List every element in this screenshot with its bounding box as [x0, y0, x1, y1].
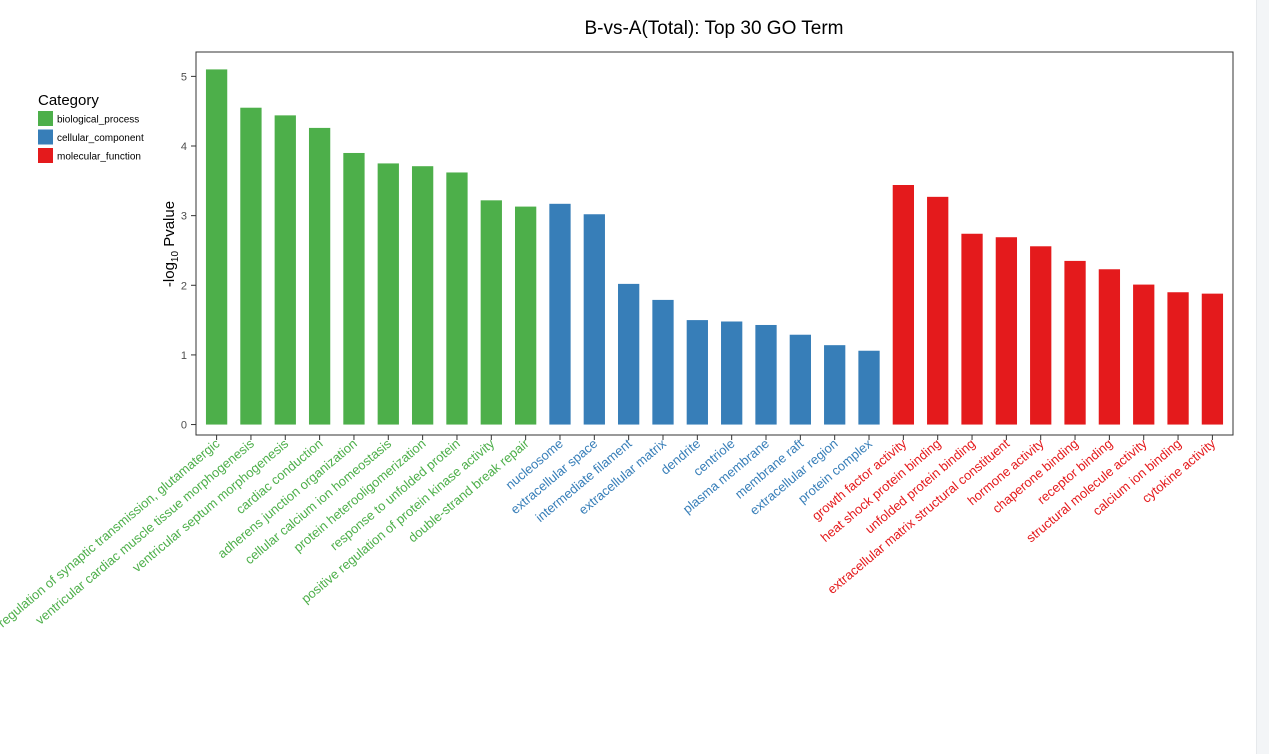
- legend-swatch: [38, 111, 53, 126]
- bar: [446, 172, 468, 425]
- y-axis: 0 1 2 3 4 5: [181, 71, 196, 432]
- y-tick-label: 4: [181, 141, 187, 153]
- bar: [1064, 260, 1086, 425]
- y-axis-title: -log10 Pvalue: [161, 201, 181, 287]
- bar: [824, 345, 846, 425]
- bar: [583, 214, 605, 425]
- bar: [549, 203, 571, 425]
- legend-label: cellular_component: [57, 133, 144, 144]
- vertical-scrollbar[interactable]: [1256, 0, 1269, 754]
- bar: [1098, 269, 1121, 425]
- bar: [892, 185, 915, 425]
- bar: [411, 166, 434, 425]
- chart-title: B-vs-A(Total): Top 30 GO Term: [584, 18, 843, 39]
- bar: [274, 115, 296, 425]
- y-tick-label: 1: [181, 350, 187, 362]
- legend-label: biological_process: [57, 115, 139, 126]
- bar: [927, 196, 949, 425]
- bar: [858, 350, 880, 425]
- bar: [721, 321, 743, 425]
- x-tick-label: regulation of synaptic transmission, glu…: [0, 435, 223, 630]
- y-tick-label: 0: [181, 420, 187, 432]
- bars: [205, 69, 1224, 425]
- legend-title: Category: [38, 92, 99, 109]
- bar: [1030, 246, 1052, 425]
- y-tick-label: 5: [181, 71, 187, 83]
- plot-panel: [195, 51, 1234, 436]
- bar: [514, 206, 537, 425]
- bar: [240, 107, 262, 425]
- legend-label: molecular_function: [57, 152, 141, 163]
- legend-swatch: [38, 129, 53, 145]
- legend: Category biological_process cellular_comp…: [38, 92, 144, 163]
- x-axis: regulation of synaptic transmission, glu…: [0, 435, 1219, 630]
- bar: [652, 299, 674, 425]
- x-tick-label: ventricular cardiac muscle tissue morpho…: [32, 435, 257, 627]
- bar: [686, 320, 708, 425]
- bar: [343, 152, 365, 425]
- bar: [961, 233, 983, 425]
- bar: [755, 324, 777, 425]
- legend-items: biological_process cellular_componentmole…: [38, 111, 144, 163]
- bar: [1201, 293, 1224, 425]
- bar: [789, 334, 811, 425]
- bar: [205, 69, 228, 425]
- bar: [618, 283, 640, 425]
- bar: [308, 127, 331, 425]
- y-tick-label: 2: [181, 280, 187, 292]
- bar: [995, 237, 1018, 425]
- legend-swatch: [38, 148, 53, 163]
- y-tick-label: 3: [181, 211, 187, 223]
- bar: [1133, 284, 1155, 425]
- bar: [1167, 292, 1189, 425]
- bar: [377, 163, 399, 425]
- bar: [480, 200, 502, 425]
